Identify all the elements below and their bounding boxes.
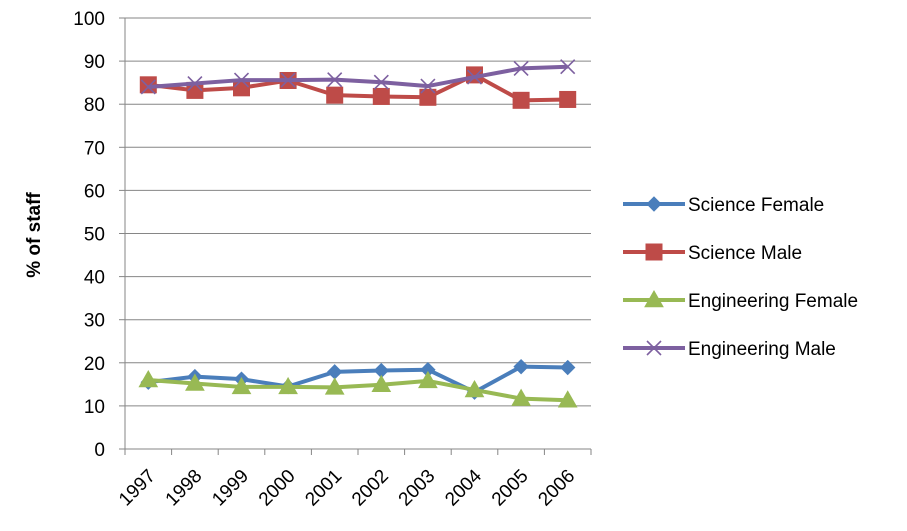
data-point-engineering-male [140,79,156,95]
y-tick-label: 90 [84,52,105,73]
y-tick-labels: 0 10 20 30 40 50 60 70 80 90 100 [73,9,105,461]
data-point-engineering-male [327,72,343,88]
legend-item-engineering-female: Engineering Female [623,289,858,312]
data-point-engineering-male [420,78,436,94]
y-tick-label: 80 [84,95,105,116]
series-line-engineering-female [148,378,568,403]
x-tick-labels: 1997 1998 1999 2000 2001 2002 2003 2004 2005 2006 [115,465,579,510]
data-point-science-male [326,86,344,104]
data-point-engineering-female [231,376,252,395]
data-point-science-male [512,91,530,109]
x-tick-label: 2005 [488,466,533,511]
data-point-science-male [419,88,437,106]
x-tick-label: 1998 [162,466,207,511]
data-point-science-female [513,358,529,375]
y-tick-label: 20 [84,354,105,375]
legend-label-engineering-female: Engineering Female [688,291,858,312]
y-tick-label: 60 [84,181,105,202]
series-engineering-female [138,370,578,408]
y-tick-label: 0 [94,440,105,461]
data-point-science-female [326,364,343,380]
data-point-engineering-female [418,370,438,389]
data-point-engineering-male [466,69,483,85]
legend-marker-engineering-female [644,289,664,308]
y-tick-label: 10 [84,397,105,418]
data-point-engineering-female [511,388,531,406]
legend-label-science-male: Science Male [688,243,802,264]
x-tick-label: 2002 [348,466,393,511]
legend-item-science-female: Science Female [623,195,824,216]
legend-label-engineering-male: Engineering Male [688,339,836,360]
data-point-engineering-male [513,60,529,76]
x-tick-label: 2006 [534,466,579,511]
y-tick-label: 100 [73,9,105,30]
data-point-engineering-female [371,374,392,393]
y-tick-label: 50 [84,225,105,246]
data-point-engineering-female [185,373,205,391]
data-point-science-male [559,90,577,108]
series-science-male [139,66,577,109]
gridlines [125,17,591,407]
y-tick-label: 40 [84,268,105,289]
x-tick-label: 2004 [441,465,486,510]
series-line-science-male [148,72,568,103]
x-tick-label: 2001 [301,466,346,511]
legend-item-science-male: Science Male [623,243,802,264]
legend-label-science-female: Science Female [688,195,824,216]
y-tick-label: 70 [84,138,105,159]
data-point-engineering-female [464,379,485,398]
legend: Science Female Science Male Engineering Fe… [623,195,858,360]
legend-item-engineering-male: Engineering Male [623,339,836,360]
x-tick-label: 1999 [208,466,253,511]
data-point-engineering-male [233,72,250,88]
data-point-engineering-female [138,370,159,388]
series-line-engineering-male [148,64,568,89]
x-tick-label: 2003 [395,466,440,511]
data-point-engineering-female [324,377,345,395]
x-tick-label: 2000 [255,466,300,511]
data-point-engineering-male [187,75,203,92]
legend-marker-science-male [645,243,663,261]
data-point-engineering-female [278,376,298,395]
data-point-engineering-male [560,59,576,75]
legend-marker-science-female [646,196,662,212]
series-group [138,59,578,408]
y-axis-label: % of staff [24,192,45,278]
legend-marker-engineering-male [646,340,662,356]
series-engineering-male [140,59,576,95]
series-line-science-female [148,364,568,395]
data-point-engineering-female [557,390,578,408]
axes [119,17,592,455]
x-tick-label: 1997 [115,466,160,511]
data-point-engineering-male [280,72,296,88]
data-point-engineering-male [373,74,389,90]
data-point-science-female [559,359,576,376]
series-science-female [140,358,576,400]
data-point-science-male [372,87,390,105]
y-tick-label: 30 [84,311,105,332]
